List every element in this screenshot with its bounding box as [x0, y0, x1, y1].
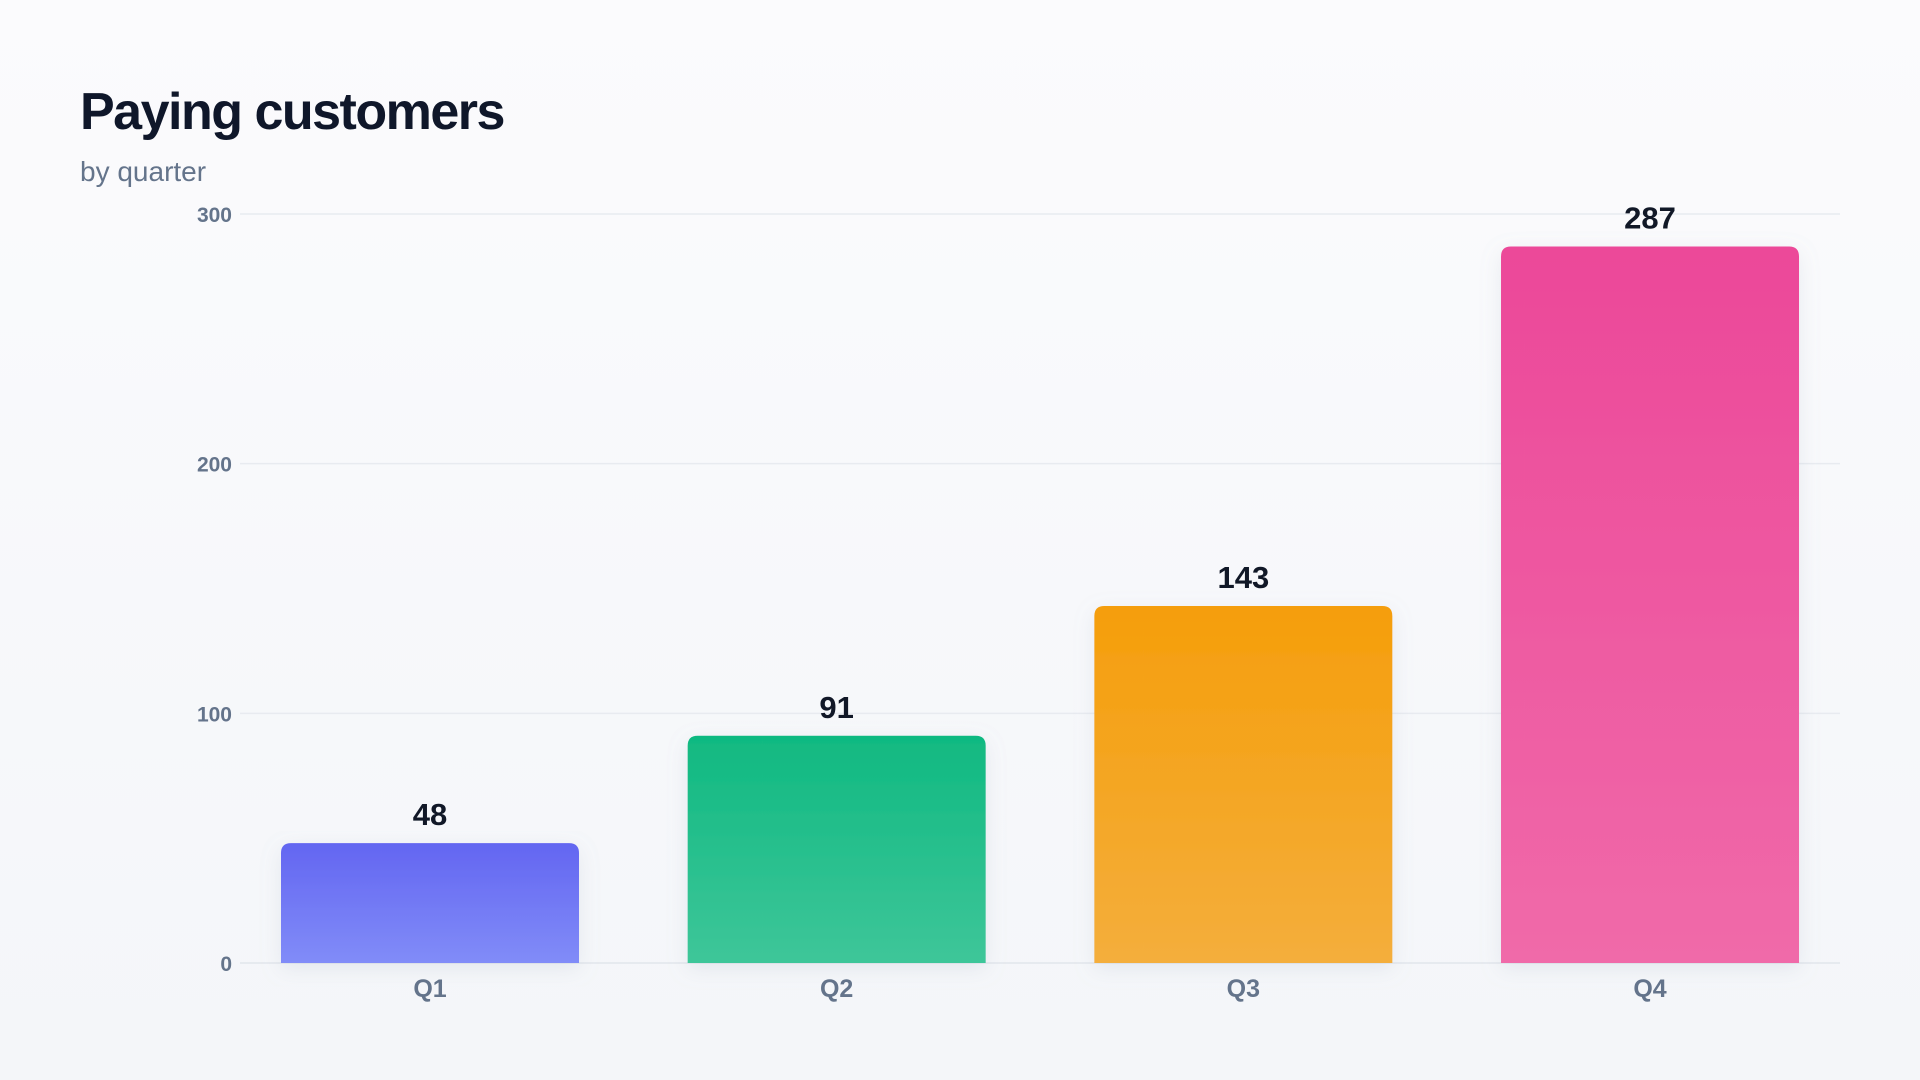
value-label: 287 — [1624, 200, 1676, 235]
x-tick-label: Q3 — [1227, 975, 1260, 1003]
chart-subtitle: by quarter — [80, 156, 207, 187]
value-label: 48 — [413, 797, 447, 832]
value-label: 143 — [1217, 560, 1269, 595]
y-tick-label: 100 — [197, 703, 232, 726]
labels: 0 100 200 300 48 Q1 91 Q2 143 Q3 287 Q4 — [197, 200, 1676, 1003]
value-label: 91 — [819, 690, 853, 725]
x-tick-label: Q1 — [413, 975, 446, 1003]
bar-q3 — [1094, 605, 1393, 963]
bar-q4 — [1501, 246, 1800, 963]
x-tick-label: Q4 — [1633, 975, 1666, 1003]
y-tick-label: 0 — [220, 953, 232, 976]
bar-q2 — [687, 735, 986, 963]
chart-title: Paying customers — [80, 83, 505, 141]
x-tick-label: Q2 — [820, 975, 853, 1003]
bar-q1 — [281, 843, 579, 963]
y-tick-label: 200 — [197, 454, 232, 477]
bars — [281, 246, 1800, 963]
y-tick-label: 300 — [197, 204, 232, 227]
